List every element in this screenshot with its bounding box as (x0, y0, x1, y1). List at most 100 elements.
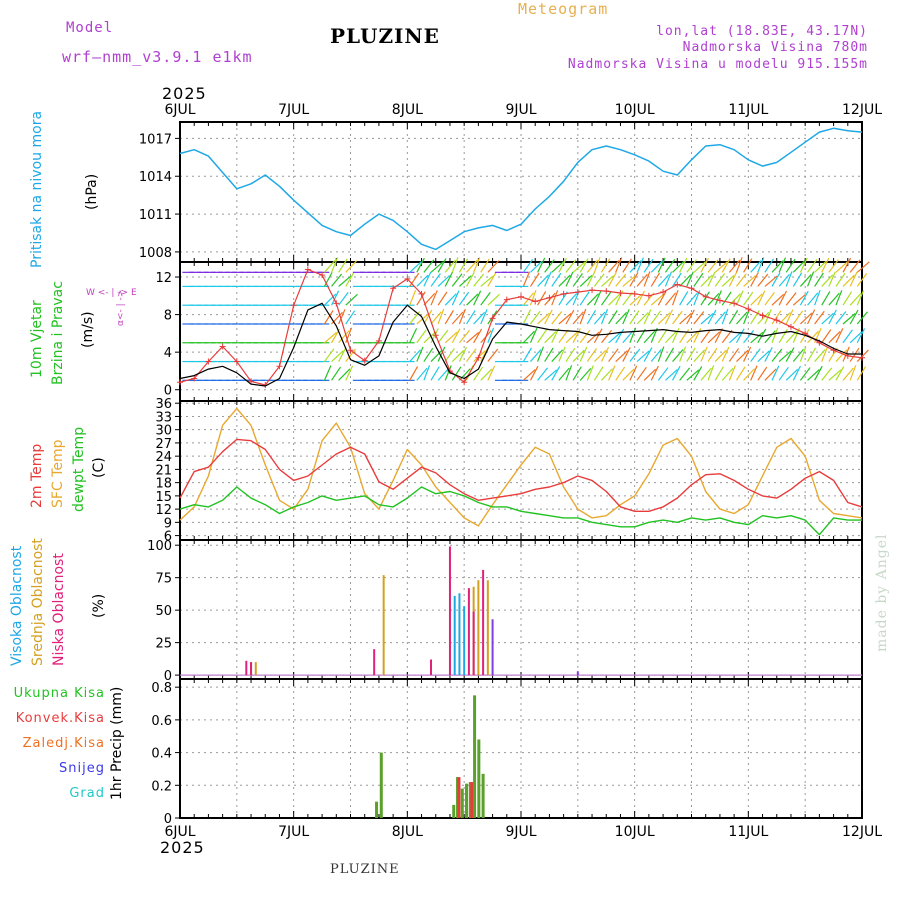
wind-arrow (323, 348, 335, 362)
wind-arrow (522, 347, 533, 362)
wind-arrow (629, 327, 637, 343)
wind-arrow (323, 365, 332, 381)
wind-arrow (849, 347, 860, 362)
wind-gust-marker (617, 289, 624, 296)
wind-arrow (743, 346, 752, 362)
wind-arrow (707, 309, 717, 325)
pressure-ytick-label: 1014 (139, 170, 172, 185)
wind-arrow (778, 273, 790, 287)
wind-arrow (473, 273, 485, 287)
wind-arrow (416, 257, 425, 273)
wind-arrow (451, 366, 462, 381)
wind-arrow (835, 311, 847, 325)
wind-arrow (728, 309, 739, 325)
wind-arrow (842, 291, 853, 306)
precipitation-frame (179, 678, 863, 819)
day-label-bottom: 7JUL (278, 824, 309, 840)
wind-arrow (544, 259, 555, 273)
wind-arrow (338, 291, 349, 306)
wind-arrow (757, 366, 768, 381)
wind-gust-marker (233, 358, 240, 365)
wind-arrow (778, 350, 792, 363)
wind-gust-marker (660, 289, 667, 296)
precip-legend-graupel: Grad (69, 786, 105, 801)
wind-arrow (721, 367, 734, 381)
wind-arrow (764, 291, 775, 306)
wind-arrow (750, 331, 764, 344)
wind-arrow (728, 259, 741, 273)
wind-arrow (679, 346, 687, 362)
wind-arrow (821, 291, 831, 306)
wind-arrow (537, 329, 548, 344)
wind-arrow (693, 261, 707, 273)
wind-arrow (842, 313, 856, 325)
wind-arrow (451, 328, 461, 344)
wind-arrow (821, 346, 829, 362)
wind-arrow (721, 274, 735, 287)
wind-arrow (423, 259, 435, 273)
wind-arrow (409, 366, 419, 381)
wind-arrow (693, 366, 703, 381)
wind-arrow (579, 367, 592, 381)
wind-arrow (799, 274, 812, 287)
wind-arrow (522, 271, 531, 287)
wind-arrow (423, 347, 434, 362)
wind-arrow (522, 309, 532, 325)
wind-arrow (771, 293, 785, 306)
wind-arrow (444, 348, 455, 362)
day-label-top: 6JUL (164, 102, 195, 118)
temperature-frame (179, 400, 863, 541)
wind-arrow (814, 289, 821, 306)
wind-arrow (743, 275, 756, 287)
precip-bar (379, 752, 383, 818)
wind-arrow (459, 275, 472, 287)
wind-ytick-label: 0 (164, 384, 172, 399)
wind-arrow (835, 290, 843, 306)
wind-arrow (345, 293, 358, 306)
wind-arrow (430, 290, 438, 306)
precip-legend-snow: Snijeg (59, 761, 105, 776)
wind-arrow (771, 365, 780, 381)
wind-arrow (600, 308, 609, 325)
wind-arrow (466, 348, 477, 362)
precip-bar (465, 783, 469, 818)
wind-arrow (714, 273, 726, 287)
wind-arrow (409, 290, 417, 306)
wind-arrow (345, 272, 355, 287)
wind-arrow (608, 259, 620, 273)
wind-arrow (672, 327, 680, 344)
coords-text: lon,lat (18.83E, 43.17N) (656, 24, 868, 39)
day-label-bottom: 6JUL (164, 824, 195, 840)
wind-arrow (529, 365, 539, 381)
clouds-panel (175, 539, 863, 680)
wind-arrow (572, 366, 582, 381)
wind-gust-marker (645, 292, 652, 299)
wind-gust-marker (674, 281, 681, 288)
wind-arrow (657, 346, 665, 362)
wind-arrow (686, 292, 698, 306)
wind-arrow (409, 328, 418, 344)
wind-arrow (437, 346, 446, 362)
wind-arrow-field (182, 257, 870, 381)
wind-arrow (466, 259, 478, 273)
wind-arrow (686, 347, 696, 362)
wind-arrow (714, 366, 724, 381)
wind-gust-marker (304, 266, 311, 273)
cloud-label-low: Niska Oblacnost (51, 553, 67, 666)
wind-arrow (679, 367, 691, 381)
wind-arrow (828, 309, 837, 325)
wind-arrow (579, 329, 591, 344)
wind-arrow (821, 329, 832, 344)
wind-arrow (849, 365, 857, 381)
wind-arrow (728, 331, 742, 344)
wind-gust-marker (589, 287, 596, 294)
precipitation-ytick-label: 0 (164, 812, 172, 827)
wind-arrow (693, 311, 705, 325)
wind-arrow (849, 293, 862, 306)
wind-arrow (679, 274, 692, 287)
wind-gust-marker (716, 297, 723, 304)
temperature-ytick-label: 27 (155, 437, 172, 452)
wind-arrow (551, 366, 561, 381)
wind-arrow (799, 290, 809, 306)
temp-label-sfc: SFC Temp (50, 439, 66, 508)
